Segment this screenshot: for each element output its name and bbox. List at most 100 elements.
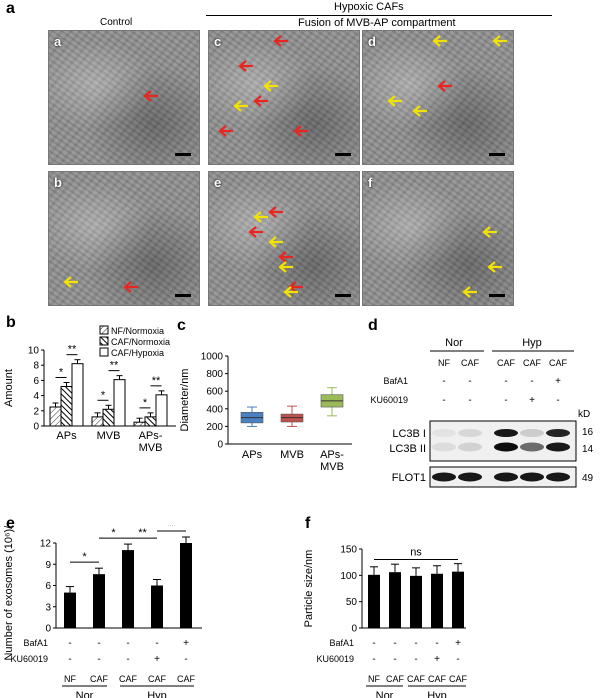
condition-mark: - [414, 638, 417, 649]
y-tick-label: 8 [33, 361, 39, 372]
condition-mark: - [435, 638, 438, 649]
condition-mark: + [455, 638, 461, 649]
condition-mark: - [504, 376, 507, 387]
condition-mark: + [529, 395, 535, 406]
bar [431, 573, 443, 628]
flot1-band [546, 472, 570, 482]
lane-label: CAF [177, 674, 196, 684]
lane-label: NF [368, 674, 380, 684]
mw-label: 14 [582, 444, 594, 455]
yellow-arrow-icon [278, 261, 293, 273]
condition-mark: - [442, 376, 445, 387]
bar [452, 571, 464, 628]
arrow-head [278, 251, 287, 263]
arrow-head [253, 211, 262, 223]
lc3b-ii-band [458, 442, 482, 452]
y-tick-label: 0 [33, 422, 39, 433]
arrow-layer [218, 35, 308, 137]
bar [133, 421, 146, 427]
significance-label: ns [410, 547, 422, 559]
red-arrow-icon [288, 281, 303, 293]
yellow-arrow-icon [482, 226, 497, 238]
flot1-band [458, 472, 482, 482]
x-tick-label: APs [56, 430, 77, 442]
arrow-head [462, 286, 471, 298]
bar [91, 416, 104, 427]
condition-label: BafA1 [329, 638, 354, 648]
group-label: Nor [445, 337, 463, 349]
arrow-layer [462, 226, 502, 298]
chart-b: 0246810AmountAPs***MVB***APs-MVB***NF/No… [3, 325, 176, 454]
group-label: Nor [376, 690, 394, 698]
bar [410, 575, 422, 628]
lane-label: CAF [523, 358, 542, 368]
arrow-head [492, 35, 501, 47]
condition-label: BafA1 [23, 638, 48, 648]
x-tick-label: MVB [97, 430, 121, 442]
condition-mark: - [556, 395, 559, 406]
micrograph-f: f [362, 171, 514, 306]
panel-label-b: b [6, 314, 16, 331]
condition-mark: - [184, 654, 187, 665]
western-blot: Nor Hyp NF CAF CAF CAF CAF BafA1 - - - - + KU60019 - - -… [370, 337, 594, 488]
y-tick-label: 6 [33, 376, 39, 387]
y-tick-label: 0 [217, 440, 223, 451]
scale-bar [489, 153, 505, 156]
arrow-head [233, 100, 242, 112]
yellow-arrow-icon [492, 35, 507, 47]
yellow-arrow-icon [432, 35, 447, 47]
y-tick-label: 4 [33, 391, 39, 402]
arrow-head [253, 95, 262, 107]
lane-label: CAF [549, 358, 568, 368]
lane-label: CAF [428, 674, 447, 684]
condition-mark: - [504, 395, 507, 406]
x-tick-label: APs- [320, 449, 344, 461]
significance-label: * [143, 397, 148, 409]
red-arrow-icon [273, 35, 288, 47]
condition-mark: + [183, 638, 189, 649]
arrow-head [432, 35, 441, 47]
red-arrow-icon [293, 125, 308, 137]
condition-label: KU60019 [370, 395, 408, 405]
lane-label: CAF [407, 674, 426, 684]
lc3b-i-band [520, 429, 544, 437]
bar [64, 592, 76, 628]
y-tick-label: 100 [340, 571, 357, 582]
red-arrow-icon [248, 226, 263, 238]
bar [49, 406, 62, 427]
lane-label: NF [438, 358, 450, 368]
lc3b-i-band [458, 429, 482, 437]
condition-mark: - [372, 654, 375, 665]
yellow-arrow-icon [462, 286, 477, 298]
arrow-head [268, 236, 277, 248]
chart-f: 0 50 100 150 Particle size/nm BafA1 - - - - + KU600… [303, 545, 468, 698]
lane-label: CAF [90, 674, 109, 684]
legend-label: CAF/Hypoxia [111, 348, 164, 358]
condition-label: BafA1 [383, 376, 408, 386]
red-arrow-icon [268, 206, 283, 218]
lc3b-ii-band [432, 442, 456, 452]
kd-label: kD [578, 409, 590, 420]
legend-swatch [99, 347, 109, 357]
red-arrow-icon [143, 90, 158, 102]
yellow-arrow-icon [268, 236, 283, 248]
yellow-arrow-icon [487, 261, 502, 273]
x-tick-label: MVB [280, 449, 304, 461]
bar [102, 408, 115, 427]
lane-label: NF [64, 674, 76, 684]
lc3b-ii-band [494, 442, 518, 452]
band-label: FLOT1 [392, 472, 426, 484]
group-label: Nor [76, 690, 94, 698]
arrow-head [293, 125, 302, 137]
arrow-head [278, 261, 287, 273]
chart-e: 0 3 6 9 12 Number of exosomes (10⁶)/mL BafA1 - -… [3, 525, 202, 698]
y-axis-label: Number of exosomes (10⁶)/mL [3, 525, 15, 661]
condition-label: KU60019 [316, 654, 354, 664]
bar [93, 574, 105, 628]
yellow-arrow-icon [387, 95, 402, 107]
y-tick-label: 12 [40, 539, 52, 550]
panel-label-e: e [6, 515, 15, 532]
panel-label-c: c [177, 317, 186, 334]
arrow-head [63, 276, 72, 288]
arrow-head [123, 281, 132, 293]
